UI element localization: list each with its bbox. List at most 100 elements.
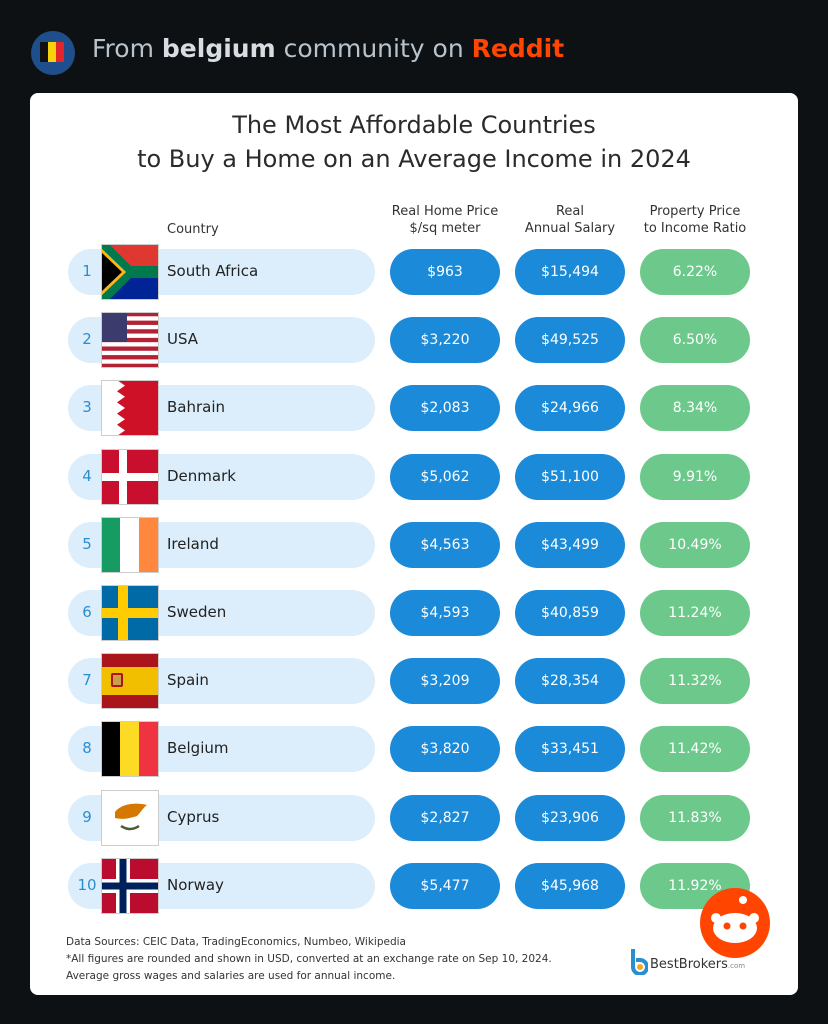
flag-part: [101, 448, 159, 505]
flag-part: [139, 516, 159, 573]
flag-part: [101, 516, 121, 573]
site-name[interactable]: Reddit: [471, 34, 565, 63]
column-header: Real Home Price $/sq meter: [375, 203, 515, 237]
logo-suffix: .com: [727, 962, 746, 970]
flag: [101, 380, 159, 437]
rank: 6: [82, 603, 92, 621]
flag-part: [120, 516, 140, 573]
flag: [101, 789, 159, 846]
reddit-snoo: [700, 888, 770, 958]
header-text: From: [92, 34, 154, 63]
flag-part: [101, 244, 159, 300]
rank: 9: [82, 807, 92, 826]
rank: 10: [77, 875, 97, 894]
title-line: The Most Affordable Countries: [232, 111, 596, 139]
price-cell: $3,220: [390, 317, 500, 364]
country-name: South Africa: [167, 262, 259, 280]
flag-part: [101, 312, 127, 343]
footer-line: Average gross wages and salaries are use…: [66, 970, 396, 982]
price-cell: $4,563: [390, 521, 500, 568]
flag-part: [101, 516, 159, 573]
flag-part: [101, 585, 159, 641]
snoo-head: [713, 913, 757, 943]
flag-part: [101, 380, 125, 437]
flag-part: [101, 320, 159, 326]
rank: 2: [82, 330, 92, 349]
country-name: USA: [167, 330, 199, 349]
footer-line: Data Sources: CEIC Data, TradingEconomic…: [66, 936, 406, 948]
logo-b: [631, 949, 648, 975]
ratio-cell: 11.32%: [640, 658, 750, 705]
infographic: The Most Affordable Countries to Buy a H…: [30, 93, 798, 995]
salary-cell: $28,354: [515, 658, 625, 705]
flag-part: [101, 653, 159, 710]
rank: 7: [82, 671, 92, 690]
header-line: Real Home Price: [391, 204, 499, 219]
country-name: Sweden: [167, 603, 227, 621]
flag-part: [101, 346, 159, 351]
flag-part: [101, 252, 122, 292]
icon-flag: [48, 42, 56, 62]
snoo-ear: [749, 913, 759, 923]
flag-part: [120, 824, 140, 830]
flag-part: [101, 312, 159, 369]
price-cell: $2,083: [390, 385, 500, 432]
price-cell: $5,477: [390, 862, 500, 909]
flag-part: [113, 675, 121, 686]
column-header: Country: [167, 222, 219, 237]
rank: 8: [82, 739, 92, 758]
flag: [101, 857, 159, 914]
salary-cell: $24,966: [515, 385, 625, 432]
flag-part: [101, 355, 159, 360]
flag-part: [101, 721, 121, 778]
flag-part: [139, 721, 159, 778]
flag: [101, 448, 159, 505]
salary-cell: $33,451: [515, 726, 625, 773]
price-cell: $3,820: [390, 726, 500, 773]
logo-mark: [631, 949, 648, 975]
country-name: Bahrain: [167, 398, 226, 417]
ratio-cell: 11.42%: [640, 726, 750, 773]
ratio-cell: 11.83%: [640, 794, 750, 841]
rank: 5: [82, 534, 92, 553]
price-cell: $5,062: [390, 453, 500, 500]
ratio-cell: 9.91%: [640, 453, 750, 500]
flag-part: [101, 882, 159, 890]
community-name[interactable]: belgium: [161, 34, 276, 63]
price-cell: $4,593: [390, 590, 500, 636]
rank: 3: [82, 398, 92, 417]
flag-part: [101, 380, 159, 437]
flag-part: [101, 244, 159, 300]
flag-part: [101, 608, 159, 618]
header-line: Real: [555, 204, 585, 219]
column-header: Property Price to Income Ratio: [625, 203, 765, 237]
logo-dot: [637, 964, 643, 970]
logo: BestBrokers.com: [650, 957, 745, 972]
rank: 1: [82, 262, 92, 280]
country-name: Denmark: [167, 466, 236, 485]
salary-cell: $49,525: [515, 317, 625, 364]
icon-flag: [56, 42, 64, 62]
column-header: Real Annual Salary: [500, 203, 640, 237]
snoo-ear: [711, 913, 721, 923]
salary-cell: $43,499: [515, 521, 625, 568]
flag-part: [101, 857, 159, 914]
flag: [101, 653, 159, 710]
flag-part: [101, 472, 159, 481]
flag-part: [101, 338, 159, 343]
community-icon: [31, 31, 75, 75]
snoo-eye: [739, 922, 747, 930]
flag: [101, 516, 159, 573]
header-line: to Income Ratio: [643, 221, 747, 236]
header-line: Property Price: [649, 204, 741, 219]
header-text: community on: [283, 34, 464, 63]
country-name: Belgium: [167, 739, 229, 758]
flag-part: [120, 721, 140, 778]
flag-part: [101, 789, 159, 846]
header-line: Annual Salary: [524, 221, 616, 236]
country-name: Spain: [167, 671, 209, 690]
ratio-cell: 10.49%: [640, 521, 750, 568]
title-line: to Buy a Home on an Average Income in 20…: [137, 145, 691, 173]
icon-flag: [40, 42, 48, 62]
